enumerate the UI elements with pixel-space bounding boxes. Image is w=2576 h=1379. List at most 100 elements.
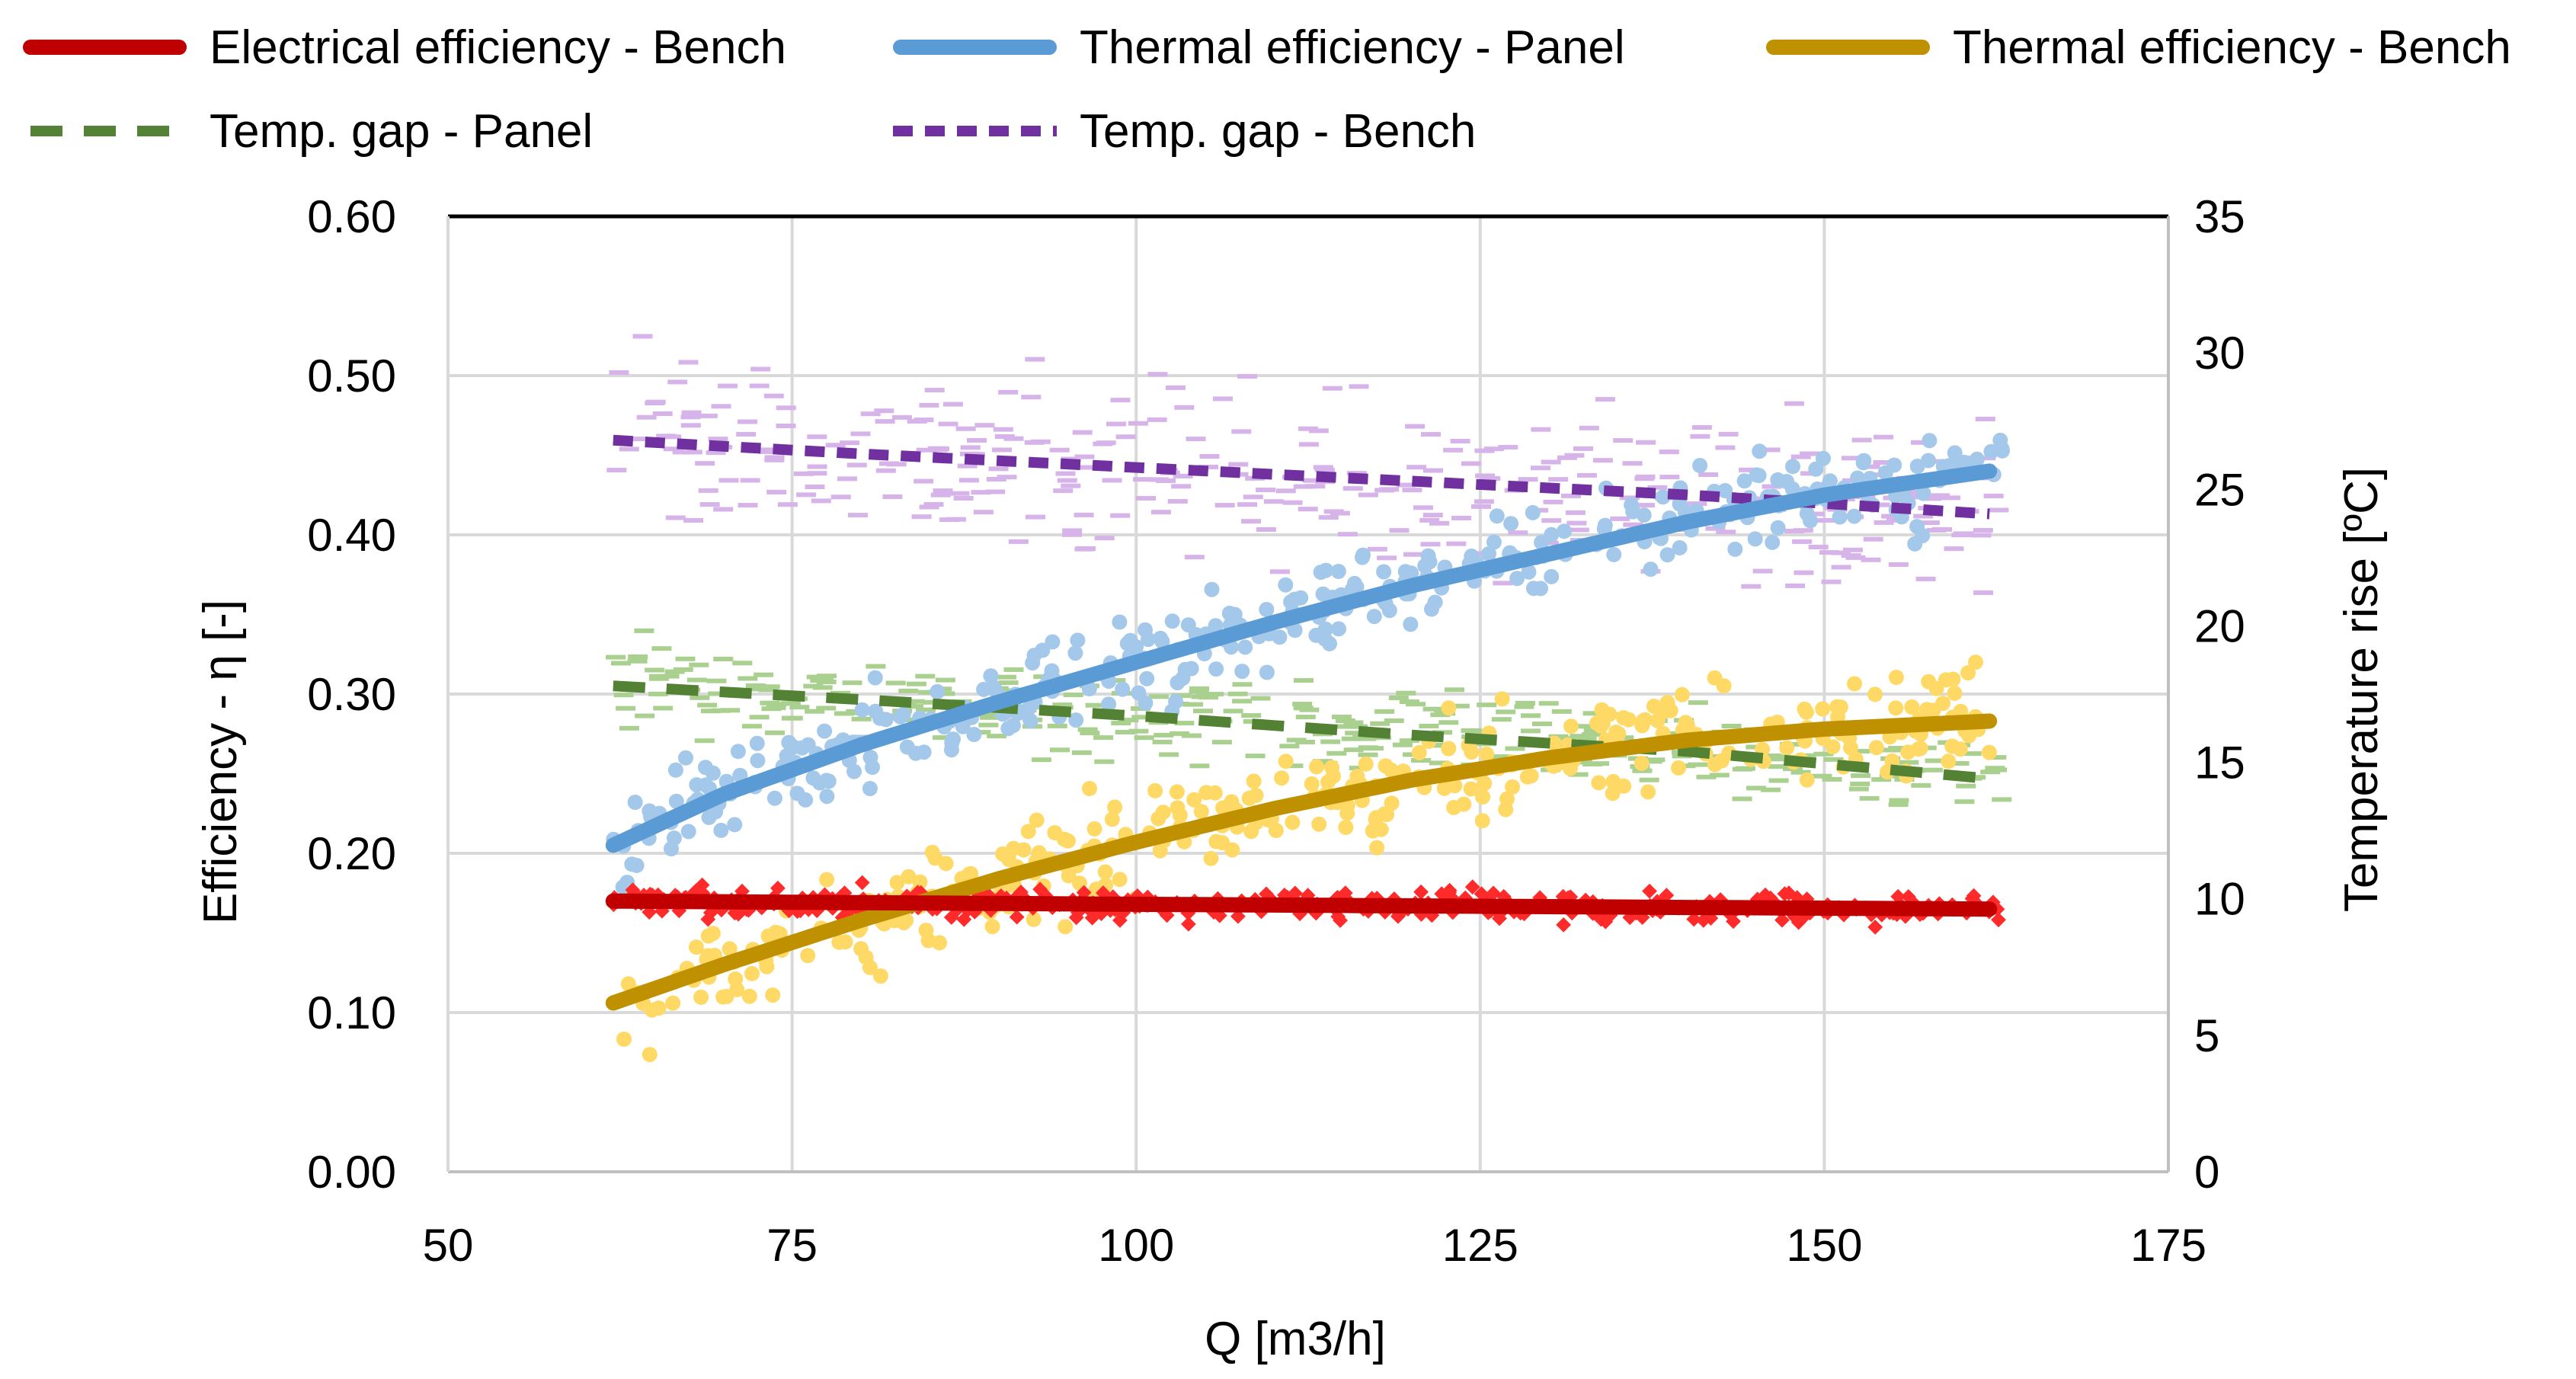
scatter-point bbox=[1774, 912, 1790, 928]
scatter-point bbox=[885, 680, 906, 686]
y2-tick-label: 20 bbox=[2194, 600, 2245, 651]
scatter-point bbox=[1671, 760, 1686, 776]
scatter-point bbox=[1309, 759, 1324, 775]
scatter-point bbox=[760, 684, 780, 690]
scatter-point bbox=[1355, 547, 1371, 563]
scatter-point bbox=[817, 723, 833, 739]
scatter-point bbox=[1779, 474, 1794, 489]
scatter-point bbox=[715, 989, 731, 1005]
gridlines bbox=[446, 215, 2170, 1173]
scatter-point bbox=[1922, 496, 1942, 501]
scatter-point bbox=[1899, 760, 1919, 765]
scatter-point bbox=[651, 1000, 667, 1016]
scatter-point bbox=[1748, 496, 1768, 501]
scatter-point bbox=[1171, 693, 1192, 699]
scatter-point bbox=[1133, 477, 1153, 482]
y-tick-label: 0.00 bbox=[307, 1147, 396, 1198]
scatter-point bbox=[1831, 565, 1851, 570]
scatter-point bbox=[1331, 621, 1346, 637]
scatter-point bbox=[1406, 702, 1426, 707]
scatter-point bbox=[668, 793, 684, 809]
scatter-point bbox=[1911, 782, 1931, 788]
scatter-point bbox=[1583, 728, 1604, 733]
scatter-point bbox=[680, 423, 701, 428]
scatter-point bbox=[1752, 568, 1773, 574]
scatter-point bbox=[1102, 478, 1122, 483]
scatter-point bbox=[935, 691, 955, 696]
scatter-point bbox=[1241, 519, 1261, 524]
scatter-point bbox=[997, 475, 1017, 480]
scatter-point bbox=[854, 875, 870, 891]
scatter-point bbox=[1659, 547, 1675, 563]
scatter-point bbox=[1164, 613, 1180, 629]
scatter-point bbox=[1047, 723, 1067, 728]
scatter-point bbox=[1477, 702, 1497, 708]
scatter-point bbox=[1509, 571, 1525, 587]
scatter-point bbox=[1282, 500, 1303, 505]
scatter-point bbox=[648, 674, 669, 679]
scatter-point bbox=[865, 760, 880, 775]
scatter-point bbox=[807, 464, 827, 469]
scatter-point bbox=[1003, 667, 1024, 672]
scatter-point bbox=[1505, 746, 1525, 751]
scatter-point bbox=[1726, 913, 1741, 929]
series-line-5 bbox=[613, 434, 1990, 520]
scatter-point bbox=[842, 680, 862, 686]
scatter-point bbox=[776, 424, 796, 428]
scatter-point bbox=[1341, 736, 1362, 741]
scatter-point bbox=[1272, 629, 1288, 645]
scatter-point bbox=[896, 915, 912, 931]
scatter-point bbox=[1006, 840, 1022, 856]
scatter-point bbox=[1128, 728, 1149, 734]
scatter-point bbox=[1696, 774, 1717, 779]
scatter-point bbox=[1243, 824, 1259, 840]
scatter-point bbox=[1921, 453, 1936, 469]
scatter-point bbox=[1842, 547, 1863, 552]
scatter-point bbox=[1336, 724, 1355, 729]
scatter-point bbox=[935, 677, 955, 683]
scatter-point bbox=[911, 514, 932, 520]
scatter-point bbox=[1256, 488, 1276, 492]
scatter-point bbox=[1403, 616, 1419, 632]
scatter-point bbox=[980, 715, 1000, 720]
scatter-point bbox=[1688, 762, 1708, 767]
scatter-point bbox=[781, 734, 797, 750]
scatter-point bbox=[1971, 533, 1992, 538]
scatter-point bbox=[1467, 728, 1487, 734]
scatter-point bbox=[1563, 718, 1579, 734]
scatter-point bbox=[1800, 451, 1820, 456]
scatter-point bbox=[1983, 494, 2004, 498]
scatter-point bbox=[745, 683, 766, 688]
scatter-point bbox=[1237, 373, 1257, 379]
scatter-point bbox=[1992, 797, 2012, 802]
scatter-point bbox=[706, 678, 727, 683]
scatter-point bbox=[1283, 763, 1304, 769]
scatter-point bbox=[1022, 713, 1038, 729]
scatter-point bbox=[1155, 805, 1171, 821]
scatter-point bbox=[1112, 614, 1128, 630]
scatter-point bbox=[924, 388, 945, 392]
scatter-point bbox=[1067, 645, 1083, 661]
scatter-point bbox=[1071, 750, 1092, 755]
scatter-point bbox=[627, 437, 648, 442]
scatter-point bbox=[1213, 396, 1233, 402]
scatter-point bbox=[1245, 753, 1266, 759]
scatter-point bbox=[718, 478, 739, 483]
scatter-point bbox=[1080, 731, 1100, 736]
scatter-point bbox=[678, 750, 693, 766]
scatter-point bbox=[1636, 440, 1656, 445]
scatter-point bbox=[1411, 758, 1431, 763]
scatter-point bbox=[1082, 781, 1097, 796]
scatter-point bbox=[1498, 801, 1514, 817]
scatter-point bbox=[738, 503, 758, 508]
scatter-point bbox=[1228, 462, 1249, 467]
scatter-point bbox=[1816, 450, 1831, 466]
scatter-point bbox=[920, 933, 936, 949]
scatter-point bbox=[1515, 700, 1535, 705]
scatter-point bbox=[1259, 602, 1275, 617]
scatter-series-5 bbox=[606, 334, 2009, 595]
scatter-point bbox=[1421, 432, 1441, 437]
scatter-point bbox=[867, 670, 883, 686]
x-tick-label: 125 bbox=[1442, 1220, 1518, 1271]
scatter-point bbox=[1147, 417, 1167, 422]
